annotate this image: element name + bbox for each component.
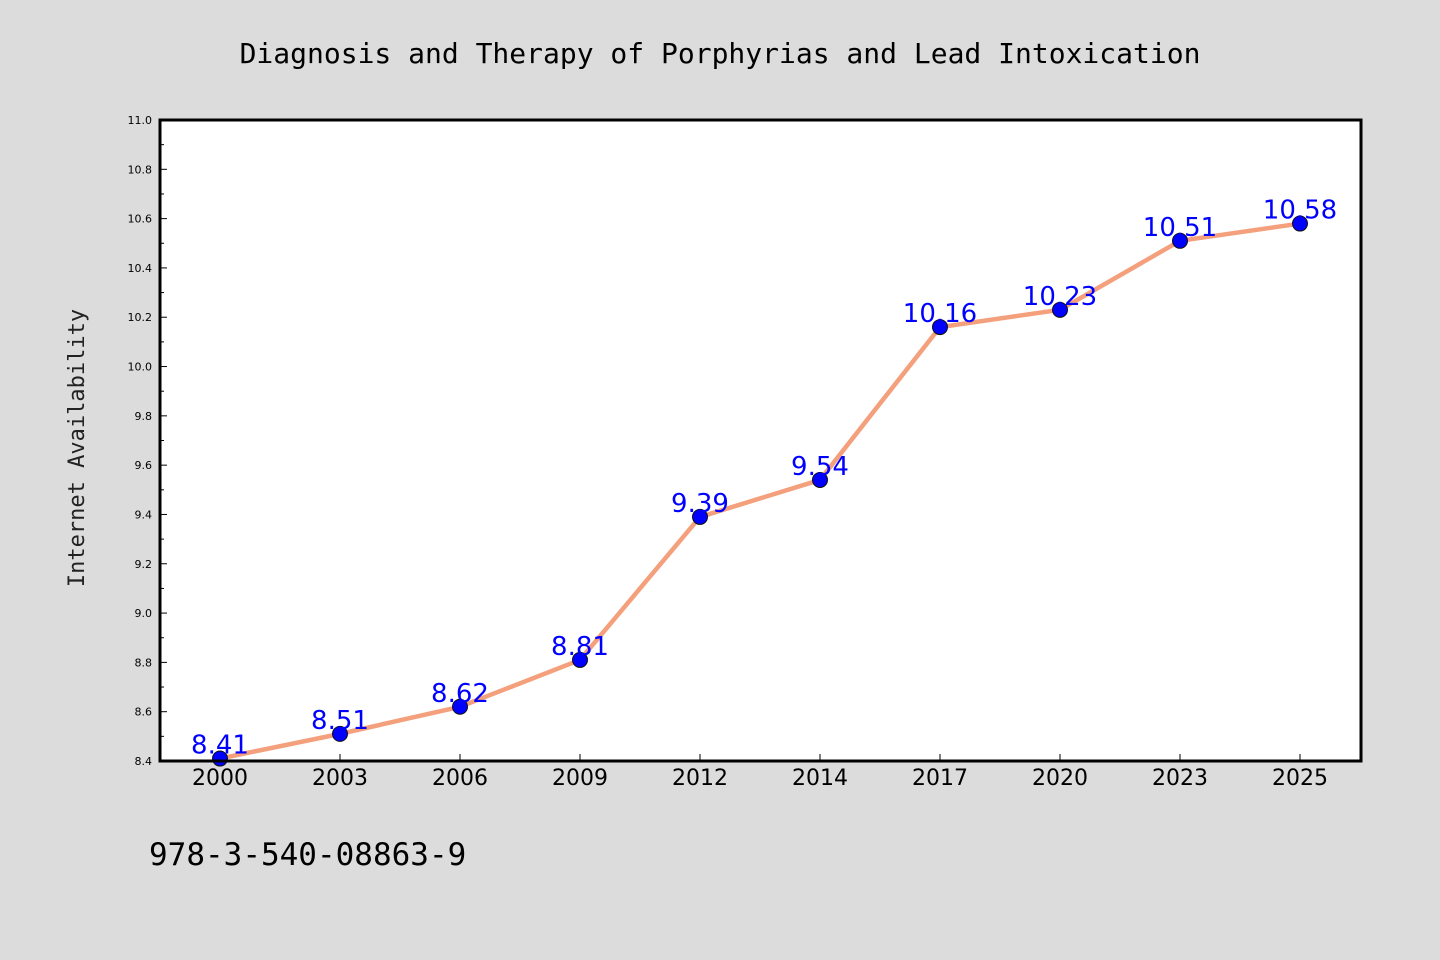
data-point [332, 725, 348, 742]
data-label: 10.16 [903, 299, 977, 329]
y-tick-label: 10.6 [128, 213, 153, 226]
data-labels: 8.41 8.51 8.62 8.81 9.39 9.54 10.16 10.23 10.51 1… [191, 196, 1337, 761]
x-tick-label: 2006 [432, 766, 488, 791]
plot-area [160, 120, 1361, 761]
y-axis: 8.4 8.6 8.8 9.0 9.2 9.4 9.6 9.8 10.0 10.2 10.4 10.6… [128, 114, 167, 768]
x-tick-label: 2003 [312, 766, 368, 791]
data-point [1292, 215, 1308, 232]
x-tick-label: 2009 [552, 766, 608, 791]
isbn-caption: 978-3-540-08863-9 [149, 837, 466, 873]
data-point [812, 471, 828, 488]
x-axis: 2000 2003 2006 2009 2012 2014 2017 2020 2023 2025 [192, 754, 1328, 791]
data-label: 9.39 [671, 489, 729, 519]
y-tick-label: 10.0 [128, 361, 153, 374]
data-label: 8.41 [191, 731, 249, 761]
series-line [219, 221, 1301, 761]
data-label: 8.51 [311, 706, 369, 736]
y-tick-label: 9.6 [135, 459, 153, 472]
y-tick-label: 9.2 [135, 558, 153, 571]
y-tick-label: 9.0 [135, 607, 153, 620]
y-tick-label: 9.4 [135, 508, 153, 521]
data-point [572, 651, 588, 668]
y-tick-label: 10.4 [128, 262, 153, 275]
data-label: 10.23 [1023, 282, 1097, 312]
data-point [1172, 232, 1188, 249]
y-tick-label: 8.4 [135, 755, 153, 768]
data-point [932, 319, 948, 336]
x-tick-label: 2014 [792, 766, 848, 791]
y-tick-label: 10.8 [128, 163, 153, 176]
x-tick-label: 2025 [1272, 766, 1328, 791]
x-tick-label: 2000 [192, 766, 248, 791]
x-tick-label: 2017 [912, 766, 968, 791]
x-tick-label: 2023 [1152, 766, 1208, 791]
data-label: 8.81 [551, 632, 609, 662]
data-point [452, 698, 468, 715]
chart-title: Diagnosis and Therapy of Porphyrias and … [240, 37, 1201, 70]
data-label: 10.58 [1263, 196, 1337, 226]
data-label: 8.62 [431, 679, 489, 709]
y-tick-label: 11.0 [128, 114, 153, 127]
data-label: 10.51 [1143, 213, 1217, 243]
y-tick-label: 10.2 [128, 311, 153, 324]
series-layer [212, 215, 1308, 767]
data-point [692, 508, 708, 525]
y-tick-label: 8.6 [135, 706, 153, 719]
data-label: 9.54 [791, 452, 849, 482]
y-tick-label: 9.8 [135, 410, 153, 423]
y-tick-label: 8.8 [135, 656, 153, 669]
data-point [1052, 301, 1068, 318]
y-axis-label: Internet Availability [65, 309, 90, 587]
x-tick-label: 2020 [1032, 766, 1088, 791]
plot-frame [158, 118, 1363, 763]
x-tick-label: 2012 [672, 766, 728, 791]
